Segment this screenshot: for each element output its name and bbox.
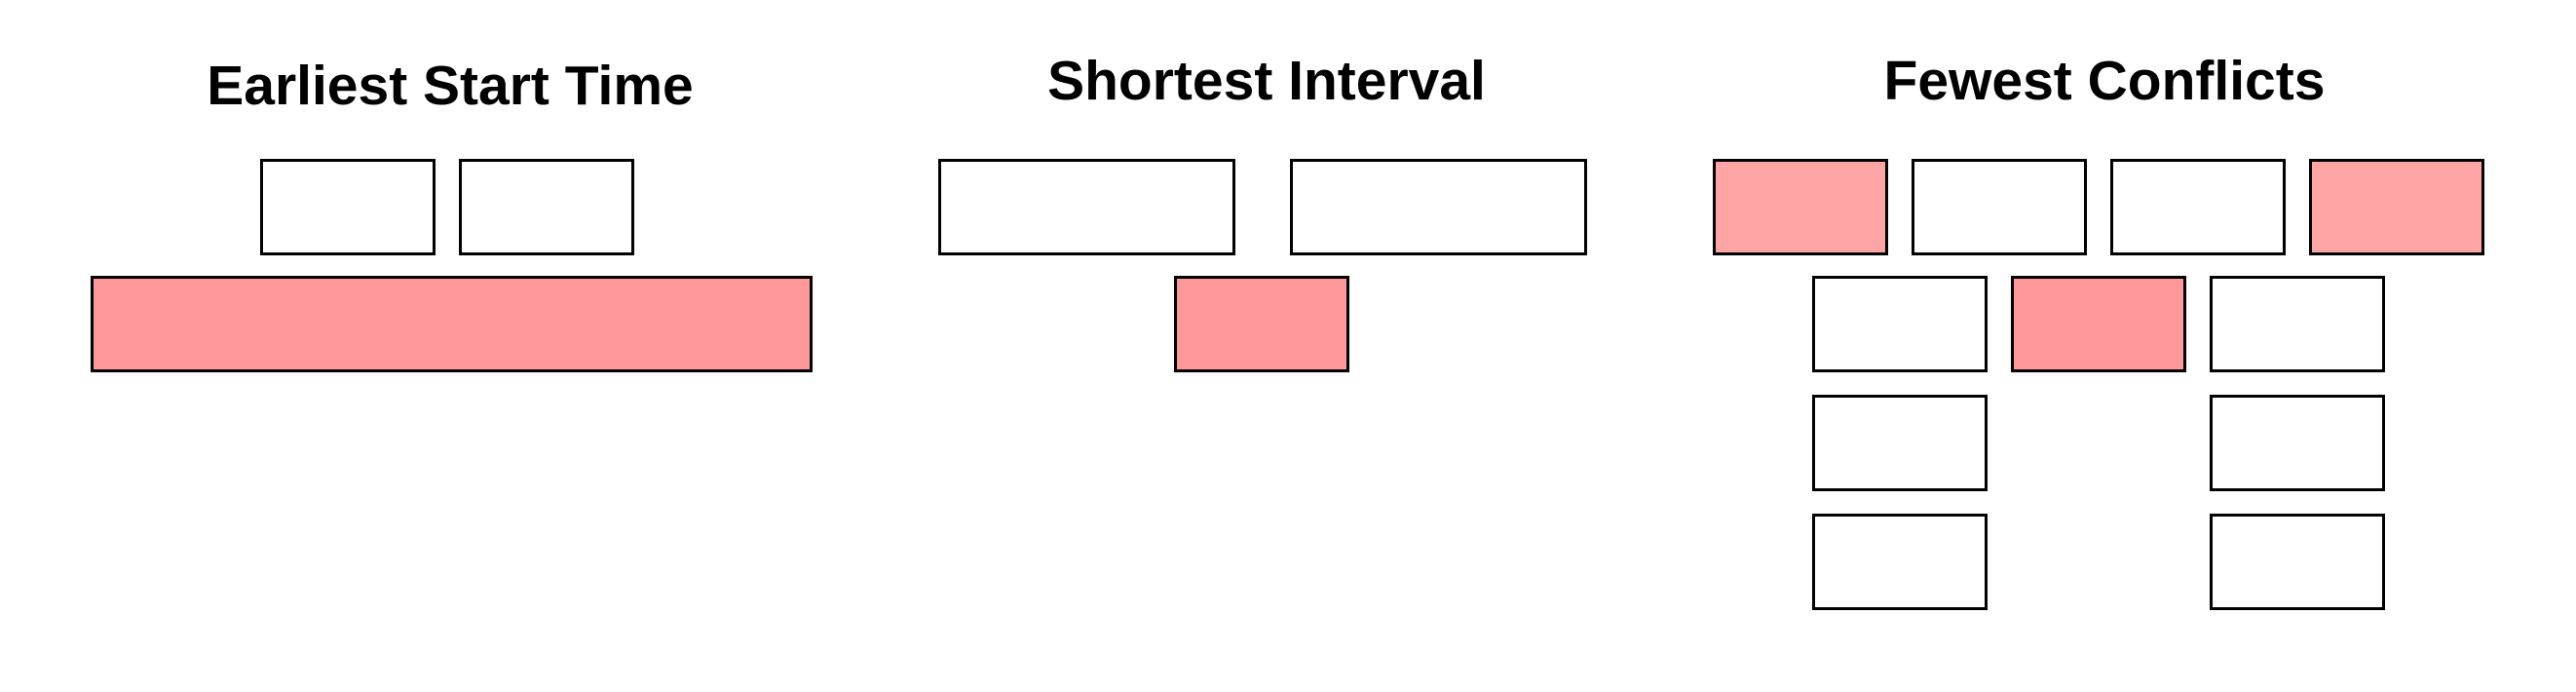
panel-title: Earliest Start Time	[207, 55, 694, 117]
interval-box	[1812, 395, 1988, 491]
interval-box	[1812, 514, 1988, 610]
interval-box	[2210, 395, 2385, 491]
interval-box	[1812, 276, 1988, 372]
interval-box	[2210, 514, 2385, 610]
interval-box-selected	[1174, 276, 1349, 372]
interval-box	[938, 159, 1235, 255]
interval-box	[459, 159, 634, 255]
interval-box	[260, 159, 436, 255]
interval-box	[1290, 159, 1587, 255]
panel-title: Shortest Interval	[1047, 50, 1486, 112]
interval-box-selected	[2011, 276, 2186, 372]
panel-title: Fewest Conflicts	[1883, 50, 2326, 112]
interval-box-selected	[1713, 159, 1888, 255]
interval-box	[1912, 159, 2087, 255]
interval-box	[2110, 159, 2286, 255]
interval-box-selected	[91, 276, 813, 372]
interval-box-selected	[2309, 159, 2484, 255]
interval-box	[2210, 276, 2385, 372]
